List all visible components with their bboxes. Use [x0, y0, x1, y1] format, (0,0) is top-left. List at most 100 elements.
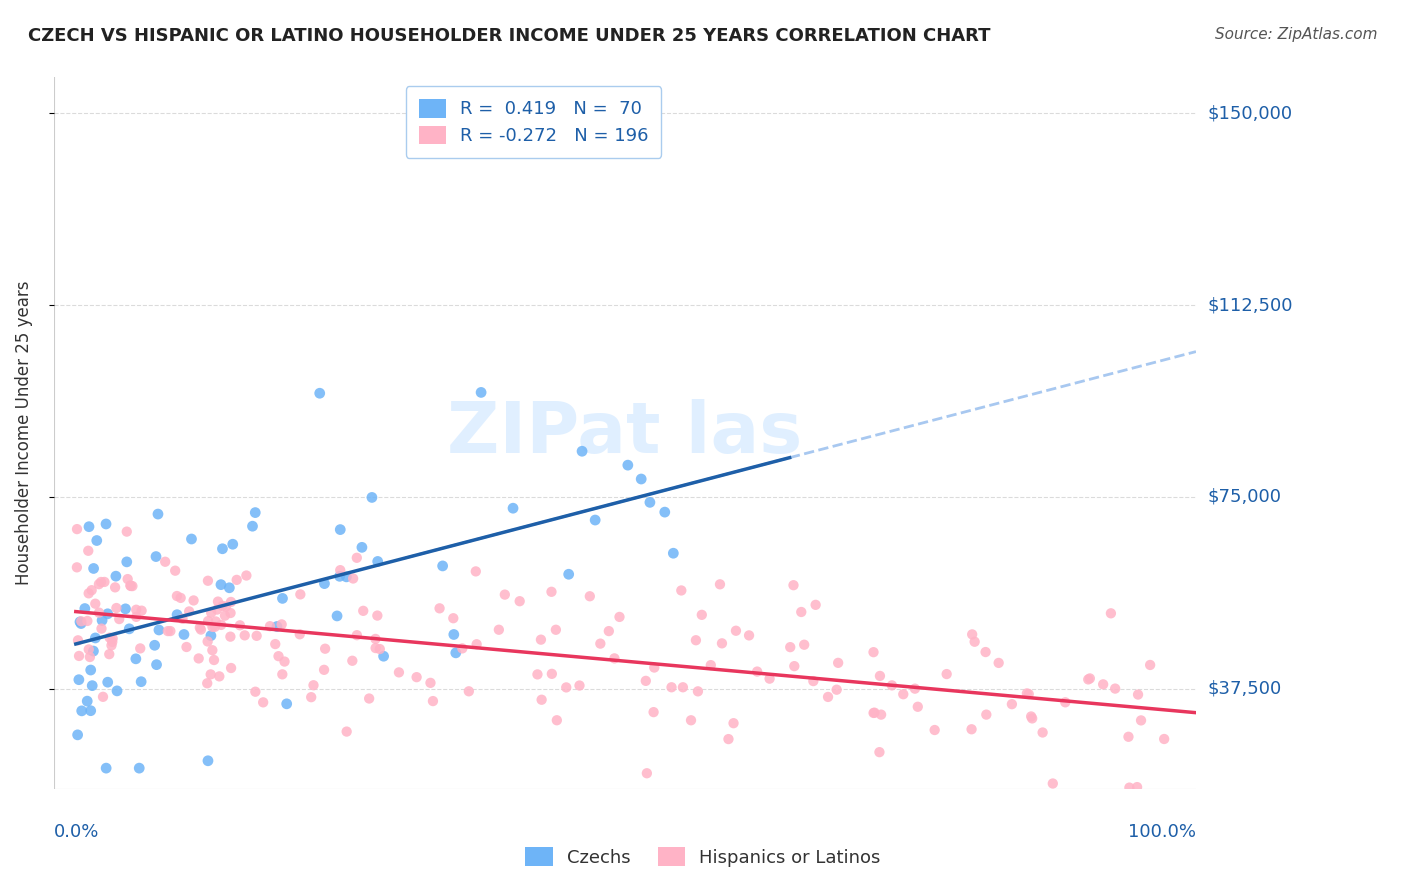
Point: [266, 619, 288, 633]
Point: [329, 569, 352, 583]
Point: [723, 716, 745, 731]
Point: [271, 667, 294, 681]
Point: [145, 549, 167, 564]
Point: [494, 588, 516, 602]
Point: [233, 628, 256, 642]
Point: [863, 706, 886, 720]
Point: [457, 684, 479, 698]
Point: [215, 599, 238, 614]
Point: [368, 642, 391, 657]
Point: [679, 713, 702, 727]
Point: [654, 505, 676, 519]
Point: [200, 667, 222, 681]
Point: [209, 618, 232, 632]
Point: [235, 568, 257, 582]
Point: [131, 604, 153, 618]
Point: [346, 550, 368, 565]
Point: [214, 608, 236, 623]
Point: [540, 666, 562, 681]
Point: [314, 576, 336, 591]
Point: [90, 574, 112, 589]
Point: [583, 513, 606, 527]
Point: [326, 609, 349, 624]
Point: [630, 472, 652, 486]
Point: [83, 561, 105, 575]
Point: [636, 766, 658, 780]
Point: [509, 594, 531, 608]
Point: [672, 680, 695, 694]
Point: [273, 655, 295, 669]
Point: [1118, 780, 1140, 795]
Point: [444, 646, 467, 660]
Point: [868, 745, 890, 759]
Point: [288, 627, 311, 641]
Point: [825, 682, 848, 697]
Point: [907, 699, 929, 714]
Point: [197, 614, 219, 628]
Point: [104, 569, 127, 583]
Point: [80, 663, 103, 677]
Point: [342, 572, 364, 586]
Point: [686, 684, 709, 698]
Point: [758, 672, 780, 686]
Point: [93, 574, 115, 589]
Point: [76, 694, 98, 708]
Text: ZIPat las: ZIPat las: [447, 399, 803, 467]
Point: [207, 594, 229, 608]
Point: [1126, 688, 1149, 702]
Point: [204, 620, 226, 634]
Point: [361, 491, 384, 505]
Point: [790, 605, 813, 619]
Point: [201, 620, 224, 634]
Point: [862, 645, 884, 659]
Point: [70, 615, 93, 629]
Point: [82, 679, 104, 693]
Point: [219, 595, 242, 609]
Point: [329, 563, 352, 577]
Point: [804, 598, 827, 612]
Point: [200, 629, 222, 643]
Point: [690, 607, 713, 622]
Point: [1077, 673, 1099, 687]
Point: [443, 627, 465, 641]
Point: [246, 629, 269, 643]
Point: [115, 524, 138, 539]
Point: [801, 674, 824, 689]
Point: [87, 577, 110, 591]
Point: [579, 589, 602, 603]
Text: 100.0%: 100.0%: [1128, 823, 1197, 841]
Point: [661, 680, 683, 694]
Point: [1130, 714, 1153, 728]
Point: [870, 707, 893, 722]
Point: [73, 601, 96, 615]
Point: [146, 507, 169, 521]
Point: [101, 632, 124, 646]
Point: [159, 624, 181, 639]
Point: [87, 606, 110, 620]
Point: [634, 673, 657, 688]
Point: [187, 651, 209, 665]
Point: [219, 661, 242, 675]
Point: [419, 676, 441, 690]
Point: [125, 603, 148, 617]
Text: $75,000: $75,000: [1208, 488, 1281, 506]
Point: [120, 578, 142, 592]
Point: [598, 624, 620, 639]
Point: [488, 623, 510, 637]
Point: [77, 519, 100, 533]
Point: [148, 623, 170, 637]
Point: [120, 579, 142, 593]
Point: [1018, 687, 1040, 701]
Point: [1153, 731, 1175, 746]
Point: [105, 684, 128, 698]
Point: [125, 610, 148, 624]
Point: [465, 637, 488, 651]
Point: [544, 623, 567, 637]
Point: [1015, 686, 1038, 700]
Point: [252, 695, 274, 709]
Point: [329, 523, 352, 537]
Point: [710, 636, 733, 650]
Point: [817, 690, 839, 704]
Point: [100, 638, 122, 652]
Point: [526, 667, 548, 681]
